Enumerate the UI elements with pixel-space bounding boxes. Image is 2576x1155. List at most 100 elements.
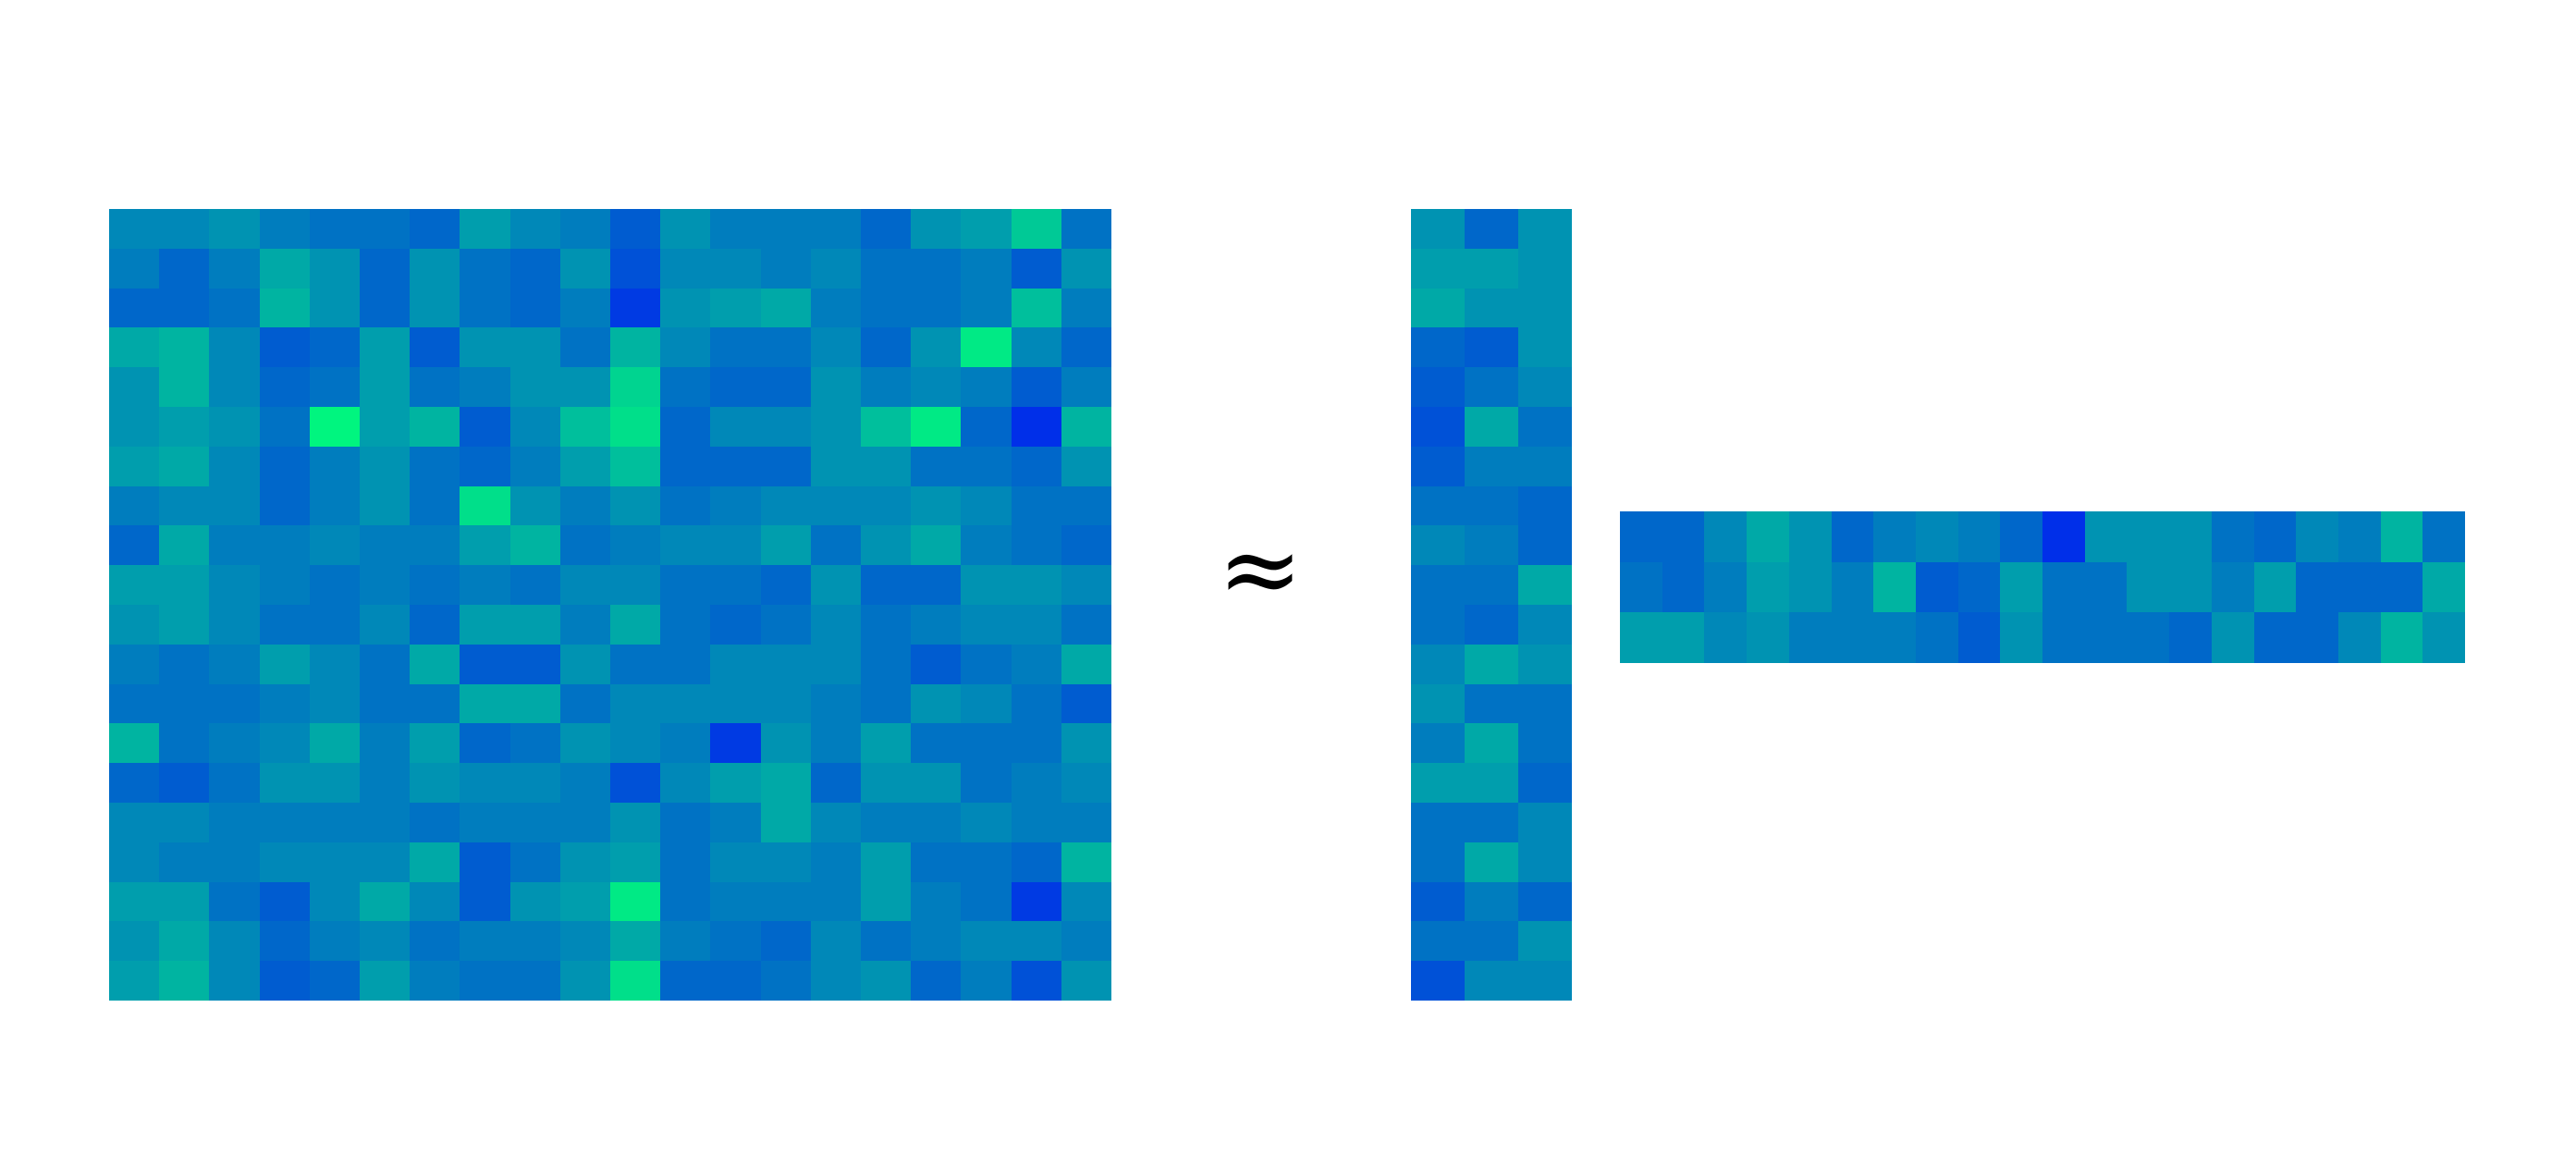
matrix-x-cell: [810, 288, 861, 328]
matrix-h-cell: [1915, 612, 1958, 663]
matrix-x-cell: [760, 288, 811, 328]
matrix-x-cell: [1061, 802, 1111, 842]
matrix-h-cell: [1788, 561, 1832, 613]
matrix-x-cell: [810, 327, 861, 368]
matrix-x-cell: [760, 921, 811, 962]
matrix-x-cell: [1011, 446, 1061, 486]
matrix-x-cell: [1011, 367, 1061, 407]
matrix-x-cell: [109, 327, 160, 368]
matrix-x-cell: [159, 327, 210, 368]
matrix-x-cell: [610, 921, 661, 962]
matrix-x-cell: [760, 842, 811, 882]
matrix-w-cell: [1411, 921, 1465, 962]
matrix-w-cell: [1518, 723, 1572, 764]
matrix-x-cell: [610, 248, 661, 289]
matrix-x-cell: [360, 961, 411, 1001]
matrix-h-cell: [2000, 561, 2042, 613]
matrix-x-cell: [410, 565, 460, 605]
matrix-x-cell: [159, 248, 210, 289]
matrix-x-cell: [911, 565, 962, 605]
matrix-x-cell: [961, 288, 1012, 328]
matrix-h-cell: [2296, 612, 2338, 663]
matrix-x-cell: [911, 446, 962, 486]
matrix-x-cell: [760, 367, 811, 407]
matrix-w-cell: [1411, 842, 1465, 882]
matrix-h-cell: [1620, 612, 1662, 663]
matrix-x-cell: [911, 525, 962, 566]
factor-matrix-w: [1411, 209, 1572, 1001]
matrix-h-cell: [1704, 511, 1748, 562]
matrix-x-cell: [259, 288, 310, 328]
matrix-x-cell: [1061, 604, 1111, 645]
matrix-x-cell: [209, 288, 260, 328]
matrix-x-cell: [309, 961, 360, 1001]
matrix-w-cell: [1465, 525, 1518, 566]
matrix-w-cell: [1411, 446, 1465, 486]
matrix-x-cell: [710, 763, 761, 803]
matrix-x-cell: [660, 683, 711, 724]
matrix-x-cell: [410, 763, 460, 803]
matrix-x-cell: [159, 565, 210, 605]
matrix-x-cell: [810, 565, 861, 605]
matrix-x-cell: [410, 644, 460, 684]
matrix-x-cell: [159, 525, 210, 566]
matrix-x-cell: [911, 961, 962, 1001]
matrix-x-cell: [259, 327, 310, 368]
matrix-x-cell: [109, 723, 160, 764]
matrix-x-cell: [861, 961, 912, 1001]
matrix-x-cell: [559, 604, 610, 645]
matrix-x-cell: [911, 248, 962, 289]
matrix-x-cell: [1011, 485, 1061, 526]
matrix-w-cell: [1465, 842, 1518, 882]
matrix-x-cell: [259, 683, 310, 724]
matrix-x-cell: [209, 327, 260, 368]
matrix-x-cell: [1011, 961, 1061, 1001]
matrix-x-cell: [259, 406, 310, 447]
matrix-x-cell: [209, 683, 260, 724]
matrix-x-cell: [410, 446, 460, 486]
matrix-w-cell: [1518, 525, 1572, 566]
matrix-x-cell: [559, 248, 610, 289]
matrix-x-cell: [509, 327, 560, 368]
matrix-x-cell: [209, 406, 260, 447]
matrix-x-cell: [911, 723, 962, 764]
matrix-x-cell: [360, 367, 411, 407]
matrix-h-cell: [1788, 511, 1832, 562]
matrix-w-cell: [1411, 248, 1465, 289]
matrix-x-cell: [610, 565, 661, 605]
matrix-x-cell: [159, 961, 210, 1001]
matrix-w-cell: [1518, 644, 1572, 684]
matrix-x-cell: [309, 525, 360, 566]
matrix-x-cell: [861, 921, 912, 962]
matrix-w-cell: [1465, 406, 1518, 447]
matrix-x-cell: [961, 802, 1012, 842]
matrix-x-cell: [410, 288, 460, 328]
matrix-h-cell: [1831, 511, 1874, 562]
matrix-x-cell: [360, 446, 411, 486]
matrix-x-cell: [660, 961, 711, 1001]
matrix-x-cell: [159, 881, 210, 922]
matrix-x-cell: [861, 327, 912, 368]
matrix-w-cell: [1518, 288, 1572, 328]
matrix-x-cell: [559, 288, 610, 328]
matrix-x-cell: [610, 961, 661, 1001]
matrix-x-cell: [760, 248, 811, 289]
matrix-x-cell: [410, 485, 460, 526]
matrix-x-cell: [109, 842, 160, 882]
matrix-x-cell: [259, 961, 310, 1001]
matrix-x-cell: [259, 763, 310, 803]
matrix-x-cell: [460, 288, 510, 328]
matrix-x-cell: [360, 288, 411, 328]
matrix-x-cell: [1011, 565, 1061, 605]
matrix-x-cell: [1061, 525, 1111, 566]
matrix-x-cell: [810, 367, 861, 407]
matrix-h-cell: [1915, 511, 1958, 562]
matrix-x-cell: [1011, 209, 1061, 249]
matrix-h-cell: [2127, 612, 2170, 663]
matrix-x-cell: [660, 565, 711, 605]
matrix-x-cell: [309, 288, 360, 328]
matrix-x-cell: [309, 604, 360, 645]
matrix-x-cell: [109, 485, 160, 526]
matrix-x-cell: [861, 723, 912, 764]
matrix-h-cell: [1957, 561, 2001, 613]
